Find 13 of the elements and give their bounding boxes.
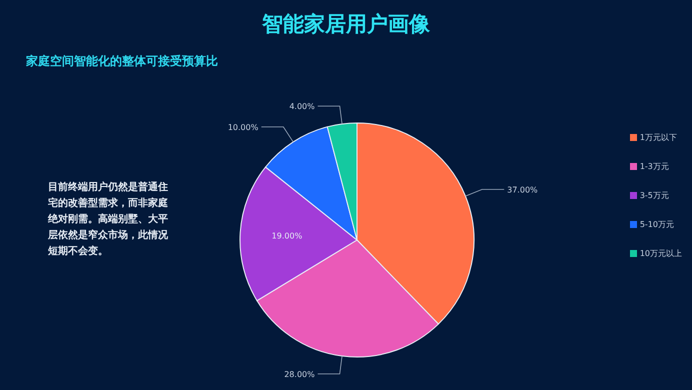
data-label: 37.00% (507, 185, 538, 194)
legend-label: 1万元以下 (640, 132, 677, 144)
chart-title: 智能家居用户画像 (260, 11, 431, 38)
legend-label: 10万元以上 (640, 248, 682, 260)
legend-label: 5-10万元 (640, 218, 674, 230)
text: 目前终端用户仍然是普通住宅的改善型需求，而非家庭绝对刚需。高端别墅、大平层依然是窄众市场，此情况短期不会变。 (48, 180, 169, 259)
data-label: 4.00% (289, 102, 316, 112)
data-label: 10.00% (228, 122, 259, 132)
data-label: 28.00% (284, 370, 316, 379)
text: 家庭空间智能化的整体可接受预算比 (26, 53, 218, 70)
legend-label: 1-3万元 (640, 160, 669, 172)
legend-label: 3-5万元 (640, 190, 669, 202)
data-label: 19.00% (272, 232, 303, 240)
